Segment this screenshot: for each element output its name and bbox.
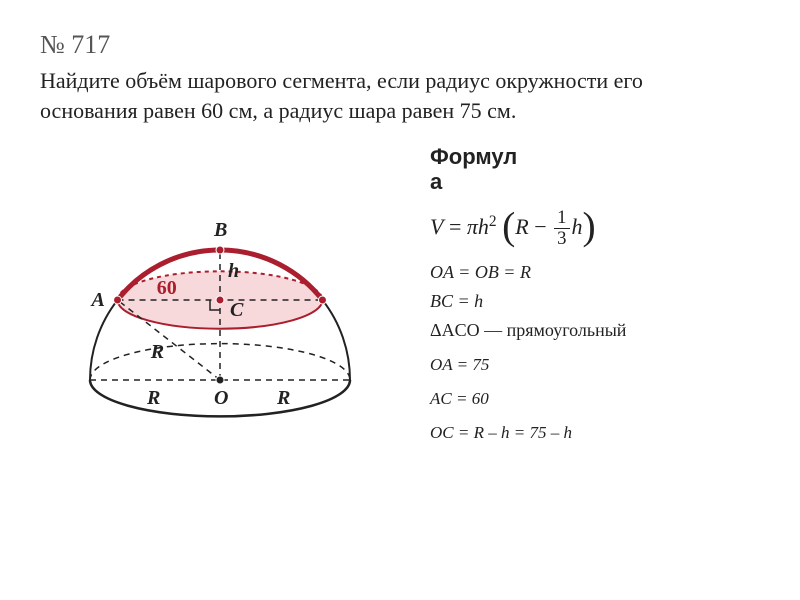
text: BC = h <box>430 291 483 311</box>
svg-text:R: R <box>150 341 164 363</box>
formula-title: Формул а <box>430 145 760 193</box>
fraction-num: 1 <box>554 208 569 230</box>
formula-title-line2: а <box>430 169 442 194</box>
svg-text:R: R <box>276 387 290 409</box>
diagram-column: O A B C 60 h R R R <box>40 145 400 465</box>
formula-R: R <box>515 214 528 239</box>
fraction-one-third: 1 3 <box>554 208 569 250</box>
formula-title-line1: Формул <box>430 144 517 169</box>
svg-text:B: B <box>213 219 227 241</box>
problem-number: № 717 <box>40 30 760 60</box>
value-ac: AC = 60 <box>430 389 760 409</box>
formula-V: V <box>430 214 443 239</box>
value-oc: OC = R – h = 75 – h <box>430 423 760 443</box>
fraction-den: 3 <box>554 229 569 250</box>
sphere-segment-diagram: O A B C 60 h R R R <box>40 145 400 465</box>
formula-column: Формул а V = πh2 (R − 1 3 h) OA = OB = R… <box>430 145 760 465</box>
text: ΔACO — прямоугольный <box>430 320 626 340</box>
formula-pi: π <box>467 214 478 239</box>
formula-line-oa-ob: OA = OB = R <box>430 262 760 283</box>
formula-h2: h <box>572 214 583 239</box>
text: OA = OB = R <box>430 262 531 282</box>
rparen-icon: ) <box>583 211 596 243</box>
value-oa: OA = 75 <box>430 355 760 375</box>
formula-line-triangle: ΔACO — прямоугольный <box>430 320 760 341</box>
lparen-icon: ( <box>502 211 515 243</box>
svg-text:A: A <box>90 289 105 311</box>
svg-text:R: R <box>146 387 160 409</box>
formula-line-bc: BC = h <box>430 291 760 312</box>
content-row: O A B C 60 h R R R Формул а V = πh2 (R − 1 3 h) … <box>40 145 760 465</box>
volume-formula: V = πh2 (R − 1 3 h) <box>430 208 760 250</box>
svg-text:h: h <box>228 260 239 282</box>
problem-text: Найдите объём шарового сегмента, если ра… <box>40 66 740 125</box>
svg-text:60: 60 <box>157 277 177 299</box>
svg-text:O: O <box>214 387 228 409</box>
svg-text:C: C <box>230 299 244 321</box>
formula-h: h <box>478 214 489 239</box>
